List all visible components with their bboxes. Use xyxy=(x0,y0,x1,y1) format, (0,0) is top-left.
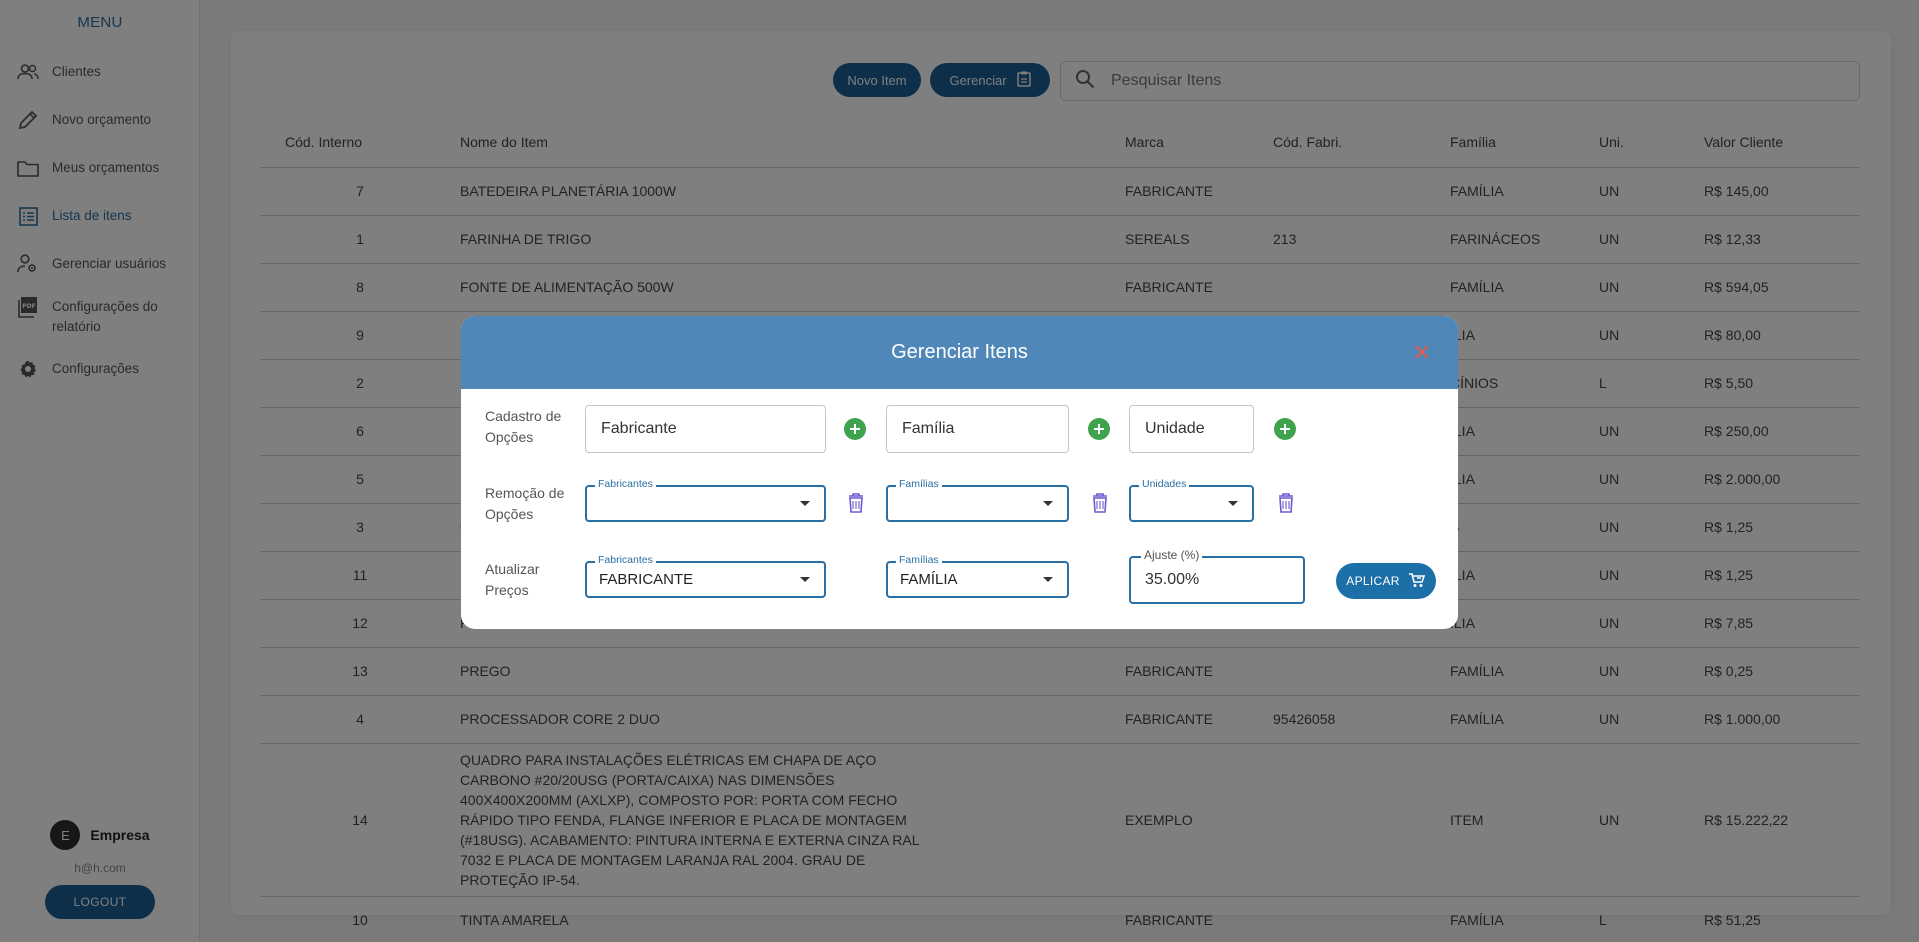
fabricantes-remove-select[interactable]: Fabricantes xyxy=(585,477,826,522)
trash-icon[interactable] xyxy=(846,492,866,514)
chevron-down-icon xyxy=(1043,577,1053,582)
fabricantes-update-select[interactable]: Fabricantes FABRICANTE xyxy=(585,553,826,598)
add-fabricante-button[interactable] xyxy=(844,418,866,440)
fabricantes-legend: Fabricantes xyxy=(595,553,656,567)
modal-title: Gerenciar Itens xyxy=(891,341,1028,363)
plus-icon xyxy=(850,424,860,434)
fabricantes-legend: Fabricantes xyxy=(595,477,656,491)
familias-legend: Famílias xyxy=(896,553,942,567)
price-update-icon xyxy=(1408,572,1426,591)
ajuste-legend: Ajuste (%) xyxy=(1141,548,1203,562)
remocao-label: Remoção de Opções xyxy=(485,485,565,522)
fabricante-field[interactable]: Fabricante xyxy=(585,405,826,453)
familias-remove-select[interactable]: Famílias xyxy=(886,477,1069,522)
chevron-down-icon xyxy=(1228,501,1238,506)
trash-icon[interactable] xyxy=(1276,492,1296,514)
apply-button[interactable]: APLICAR xyxy=(1336,563,1436,599)
atualizar-label: Atualizar Preços xyxy=(485,561,540,598)
chevron-down-icon xyxy=(800,501,810,506)
familias-legend: Famílias xyxy=(896,477,942,491)
add-unidade-button[interactable] xyxy=(1274,418,1296,440)
familias-value: FAMÍLIA xyxy=(900,571,958,588)
cadastro-label: Cadastro de Opções xyxy=(485,408,562,445)
manage-items-modal: Gerenciar Itens Cadastro de Opções Fabri… xyxy=(461,316,1458,629)
ajuste-input[interactable]: Ajuste (%) 35.00% xyxy=(1129,548,1305,604)
ajuste-value: 35.00% xyxy=(1145,571,1200,588)
apply-label: APLICAR xyxy=(1346,574,1400,588)
plus-icon xyxy=(1094,424,1104,434)
chevron-down-icon xyxy=(1043,501,1053,506)
modal-header: Gerenciar Itens xyxy=(461,316,1458,389)
chevron-down-icon xyxy=(800,577,810,582)
fabricantes-value: FABRICANTE xyxy=(599,571,694,588)
familia-field[interactable]: Família xyxy=(886,405,1069,453)
close-icon[interactable] xyxy=(1410,340,1434,364)
familias-update-select[interactable]: Famílias FAMÍLIA xyxy=(886,553,1069,598)
unidade-field[interactable]: Unidade xyxy=(1129,405,1254,453)
plus-icon xyxy=(1280,424,1290,434)
unidades-legend: Unidades xyxy=(1139,477,1190,491)
trash-icon[interactable] xyxy=(1090,492,1110,514)
add-familia-button[interactable] xyxy=(1088,418,1110,440)
unidades-remove-select[interactable]: Unidades xyxy=(1129,477,1254,522)
